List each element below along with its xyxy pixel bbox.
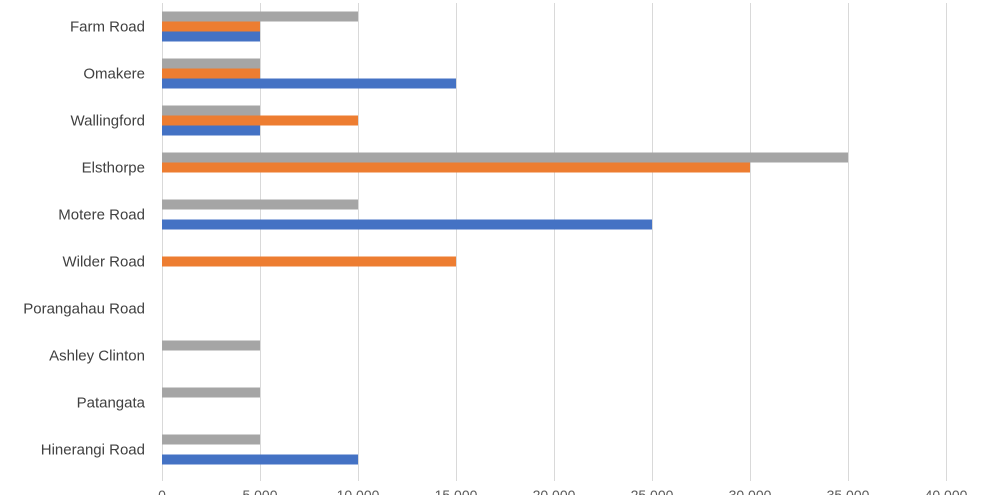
x-tick-label: 35 000 (827, 487, 870, 495)
category-label: Farm Road (70, 19, 145, 36)
bar (162, 115, 358, 126)
bar (162, 68, 260, 79)
category-label: Elsthorpe (82, 160, 145, 177)
x-tick-label: 20 000 (533, 487, 576, 495)
category-labels: Farm Road Omakere Wallingford Elsthorpe Mote… (23, 19, 145, 459)
x-tick-label: 30 000 (729, 487, 772, 495)
bar (162, 162, 750, 173)
x-tick-labels: 0 5 000 10 000 15 000 20 000 25 000 30 000 35 0… (158, 487, 968, 495)
x-tick-label: 5 000 (242, 487, 277, 495)
category-label: Wilder Road (62, 254, 145, 271)
bar (162, 340, 260, 351)
category-label: Wallingford (71, 113, 145, 130)
category-label: Omakere (83, 66, 145, 83)
bar (162, 31, 260, 42)
bar (162, 78, 456, 89)
bar (162, 454, 358, 465)
bar (162, 219, 652, 230)
bar (162, 125, 260, 136)
bar (162, 199, 358, 210)
category-label: Porangahau Road (23, 301, 145, 318)
category-label: Motere Road (58, 207, 145, 224)
bar (162, 256, 456, 267)
x-tick-label: 40 000 (925, 487, 968, 495)
x-tick-label: 10 000 (337, 487, 380, 495)
bar (162, 152, 848, 163)
bar (162, 58, 260, 69)
x-tick-label: 15 000 (435, 487, 478, 495)
x-tick-label: 25 000 (631, 487, 674, 495)
category-label: Hinerangi Road (41, 442, 145, 459)
bar (162, 21, 260, 32)
bar (162, 434, 260, 445)
gridlines (162, 3, 947, 481)
bar (162, 387, 260, 398)
bar (162, 11, 358, 22)
category-label: Ashley Clinton (49, 348, 145, 365)
category-label: Patangata (77, 395, 146, 412)
bars (162, 11, 848, 465)
bar (162, 105, 260, 116)
x-tick-label: 0 (158, 487, 166, 495)
